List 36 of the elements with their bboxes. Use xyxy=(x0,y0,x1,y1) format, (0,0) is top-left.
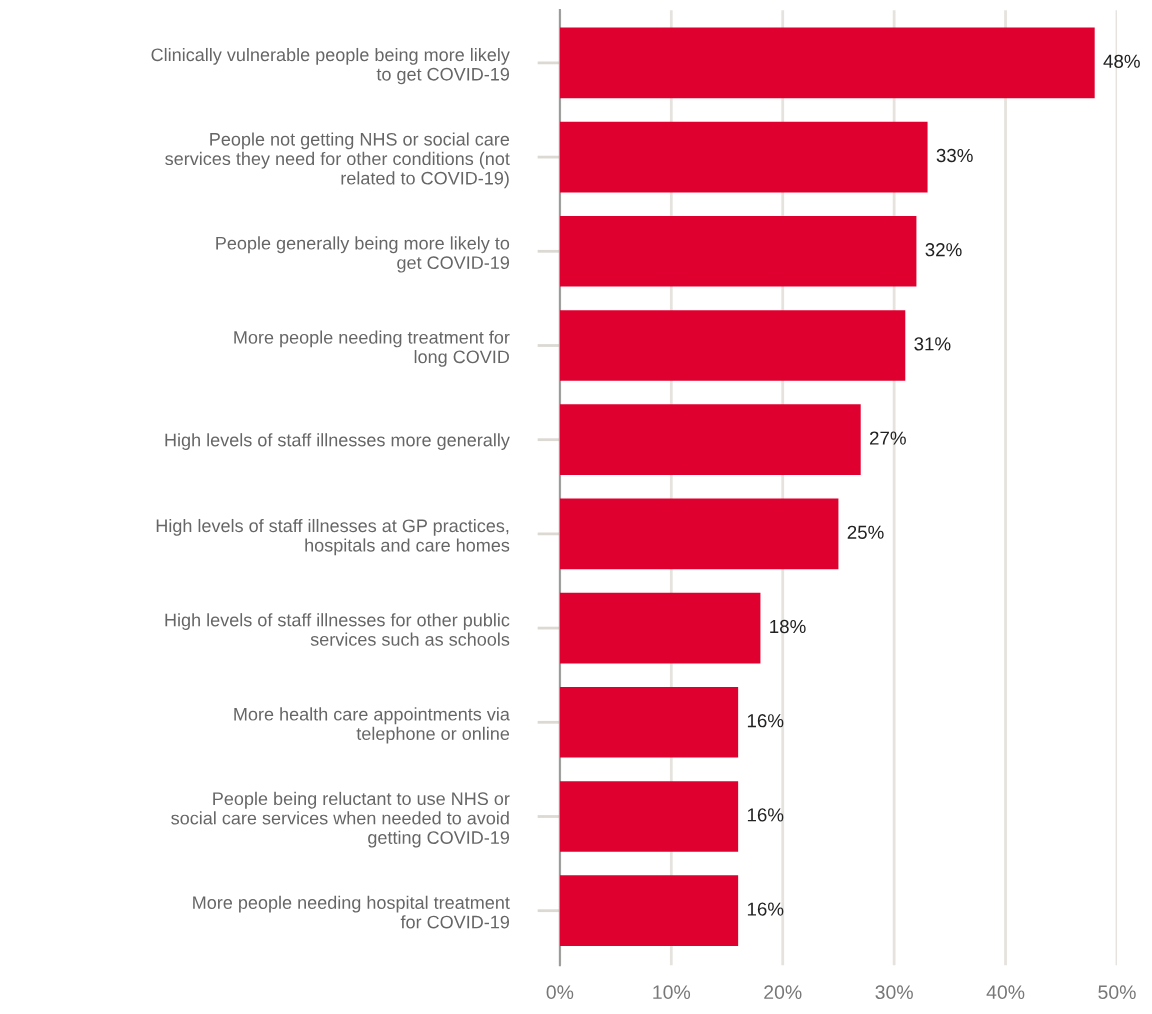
y-tick-label: Clinically vulnerable people being more likely to get COVID-19 xyxy=(151,47,510,85)
y-tick-label: People generally being more likely to get COVID-19 xyxy=(216,236,510,273)
y-tick-label: People being reluctant to use NHS or social care services when needed to avoid getting COVID-19 xyxy=(171,791,510,848)
data-label: 32% xyxy=(925,243,962,257)
data-label: 16% xyxy=(747,808,784,822)
data-label: 18% xyxy=(770,619,806,634)
y-tick-label: More health care appointments via telephone or online xyxy=(234,707,510,744)
bar xyxy=(559,686,739,758)
x-tick-label: 50% xyxy=(1098,985,1136,1000)
bar xyxy=(559,781,739,852)
y-tick-label: High levels of staff illnesses for other public services such as schools xyxy=(165,613,510,646)
data-label: 33% xyxy=(936,148,973,163)
bar xyxy=(559,121,928,193)
bar xyxy=(559,27,1095,99)
y-tick-label: People not getting NHS or social care services they need for other conditions (not related to COVID-19) xyxy=(165,132,510,189)
data-label: 16% xyxy=(747,902,784,916)
bar xyxy=(559,498,839,570)
x-tick-label: 20% xyxy=(764,985,802,1000)
y-tick-label: High levels of staff illnesses more generally xyxy=(165,433,510,450)
bar xyxy=(559,310,906,381)
data-label: 31% xyxy=(914,337,951,351)
data-label: 25% xyxy=(847,525,884,539)
x-tick-label: 40% xyxy=(986,985,1025,1000)
bar xyxy=(559,215,917,287)
y-tick-label: High levels of staff illnesses at GP practices, hospitals and care homes xyxy=(156,518,510,556)
y-tick-label: More people needing treatment for long COVID xyxy=(234,330,510,367)
bar xyxy=(559,404,861,476)
data-label: 27% xyxy=(869,431,906,445)
bar xyxy=(559,592,761,664)
x-tick-label: 0% xyxy=(546,985,574,1000)
bar xyxy=(559,875,739,947)
data-label: 16% xyxy=(747,714,784,728)
data-label: 48% xyxy=(1103,54,1140,68)
x-tick-label: 10% xyxy=(653,985,691,1000)
y-tick-label: More people needing hospital treatment for COVID-19 xyxy=(193,895,510,929)
x-tick-label: 30% xyxy=(875,985,913,1000)
